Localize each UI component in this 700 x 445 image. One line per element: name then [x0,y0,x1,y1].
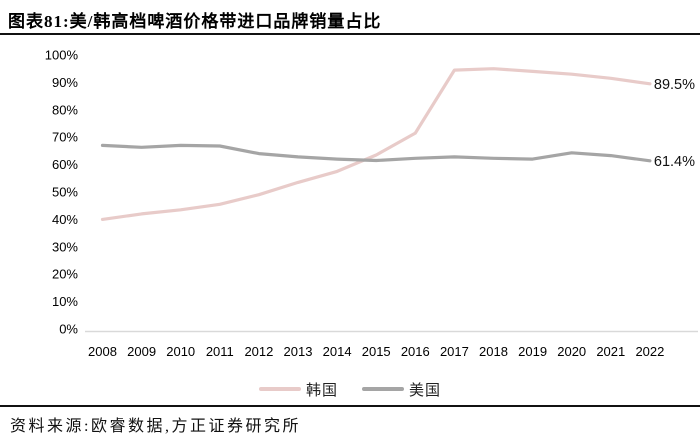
x-tick-label: 2011 [206,344,234,359]
legend-label: 韩国 [305,382,338,399]
x-tick-label: 2020 [557,344,586,359]
y-tick-label: 90% [52,75,78,90]
x-tick-label: 2021 [596,344,625,359]
legend-swatch [258,387,301,391]
x-tick-label: 2013 [284,344,313,359]
series-end-label-1: 61.4% [654,154,695,170]
x-tick-label: 2018 [479,344,508,359]
x-tick-label: 2014 [323,344,352,359]
x-tick-label: 2009 [127,344,156,359]
series-end-label-0: 89.5% [654,77,695,93]
y-tick-label: 60% [52,157,78,172]
x-tick-label: 2010 [166,344,195,359]
title-divider [0,33,700,35]
x-tick-label: 2016 [401,344,430,359]
y-tick-label: 40% [52,212,78,227]
y-tick-label: 20% [52,267,78,282]
y-tick-label: 30% [52,239,78,254]
y-tick-label: 10% [52,294,78,309]
figure-title: 图表81:美/韩高档啤酒价格带进口品牌销量占比 [8,12,382,31]
x-tick-label: 2019 [518,344,547,359]
x-tick-label: 2012 [244,344,273,359]
source-text: 资料来源:欧睿数据,方正证券研究所 [10,418,301,435]
legend-label: 美国 [409,382,442,399]
y-tick-label: 70% [52,130,78,145]
legend-item: 韩国 [258,379,338,400]
x-tick-label: 2017 [440,344,469,359]
series-line-0 [100,67,652,221]
legend-swatch [362,387,404,391]
y-tick-label: 100% [45,48,79,63]
y-tick-label: 50% [52,185,78,200]
y-tick-label: 0% [59,322,78,337]
chart-legend: 韩国 美国 [0,379,700,399]
y-tick-label: 80% [52,102,78,117]
legend-item: 美国 [362,379,441,400]
x-tick-label: 2008 [88,344,117,359]
x-tick-label: 2015 [362,344,391,359]
footer-divider [0,405,700,407]
series-line-1 [100,143,652,163]
x-tick-label: 2022 [635,344,664,359]
